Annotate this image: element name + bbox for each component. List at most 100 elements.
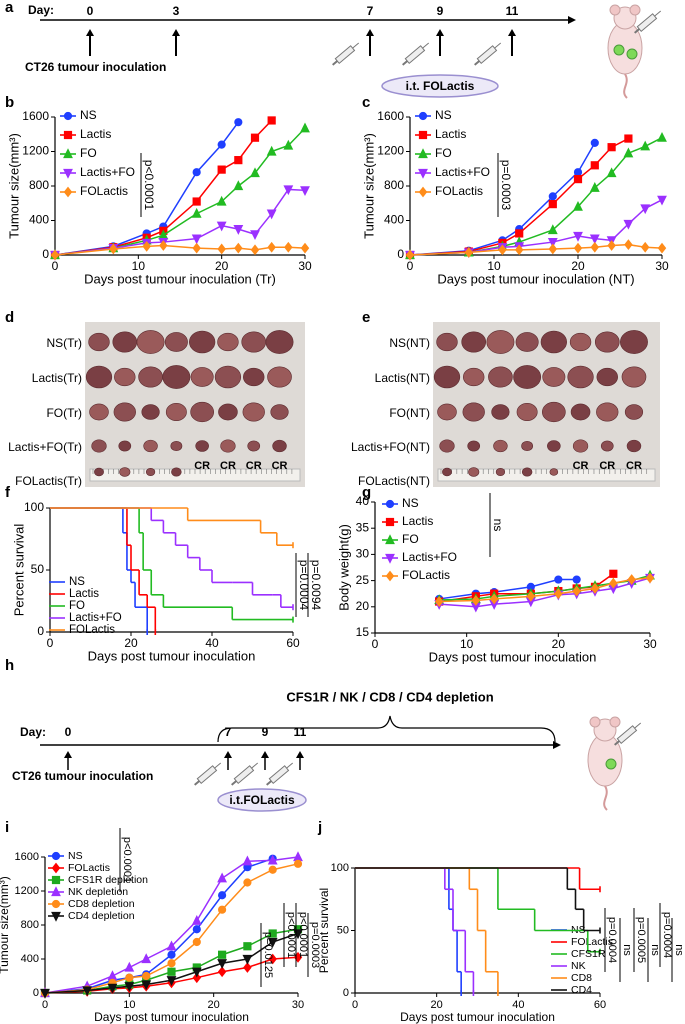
data-point	[657, 195, 667, 206]
x-tick-label: 20	[431, 999, 443, 1011]
tumour	[267, 366, 292, 388]
y-tick-label: 30	[356, 547, 370, 561]
tumour	[570, 403, 591, 421]
legend-marker	[418, 148, 428, 159]
legend-label: FOLactis	[80, 184, 128, 198]
x-axis-title: Days post tumour inoculation	[429, 649, 597, 664]
tumour	[572, 439, 589, 453]
legend-label: FOLactis	[435, 184, 483, 198]
data-point	[167, 950, 176, 959]
depletion-brace	[217, 715, 556, 743]
legend-label: Lactis	[402, 514, 433, 528]
data-point	[217, 140, 226, 149]
legend-label: CFS1R	[571, 948, 606, 960]
syringe-icon	[614, 722, 642, 746]
arrow-head	[64, 751, 72, 758]
tumour	[521, 467, 533, 477]
data-point	[589, 234, 600, 245]
x-tick-label: 10	[460, 637, 474, 651]
legend-label: FOLactis	[571, 936, 613, 948]
tumour	[547, 440, 561, 452]
data-point	[234, 118, 243, 127]
data-point	[607, 240, 616, 251]
tumour	[220, 439, 236, 453]
x-tick-label: 30	[292, 999, 304, 1011]
inoculation-label: CT26 tumour inoculation	[25, 60, 166, 74]
legend-label: CD8	[571, 972, 592, 984]
significance-label: p<0.0001	[285, 912, 297, 958]
x-tick-label: 40	[205, 636, 219, 650]
data-point	[471, 595, 481, 606]
y-tick-label: 1200	[15, 885, 39, 897]
syringe-barrel	[616, 725, 638, 745]
x-axis-title: Days post tumour inoculation	[400, 1010, 555, 1024]
data-point	[166, 976, 177, 986]
series-line	[409, 199, 663, 256]
mouse-ear	[609, 716, 621, 728]
series-line	[439, 577, 651, 608]
data-point	[464, 247, 474, 258]
inoculation-label: CT26 tumour inoculation	[12, 769, 153, 783]
data-point	[192, 168, 201, 177]
arrow-head	[568, 16, 576, 24]
data-point	[623, 147, 634, 158]
data-point	[548, 192, 557, 201]
x-tick-label: 20	[215, 259, 229, 273]
data-point	[547, 224, 558, 235]
data-point	[141, 980, 152, 991]
row-label: FOLactis(NT)	[358, 474, 430, 488]
syringe-needle	[214, 762, 222, 769]
row-label: NS(NT)	[389, 336, 430, 350]
arrow-head	[436, 29, 444, 36]
legend-label: NK depletion	[68, 886, 128, 898]
series-line	[409, 243, 663, 256]
row-label: Lactis+FO(NT)	[351, 440, 430, 454]
panel-label: c	[362, 94, 370, 111]
data-point	[268, 953, 277, 965]
tumour	[164, 332, 188, 352]
data-point	[218, 891, 227, 900]
significance-label: p=0.0004	[606, 917, 618, 963]
data-point	[300, 186, 310, 197]
data-point	[548, 200, 557, 209]
arrow-head	[261, 751, 269, 758]
panel-label: b	[5, 94, 14, 111]
day-label: Day:	[20, 725, 46, 739]
series-line	[44, 857, 273, 994]
data-point	[217, 966, 227, 978]
tumour	[463, 367, 485, 387]
data-point	[192, 197, 201, 206]
panel-label: j	[317, 819, 322, 836]
cr-label: CR	[246, 460, 262, 472]
data-point	[284, 241, 293, 253]
tumour	[214, 365, 242, 389]
legend-marker	[63, 148, 73, 159]
data-point	[640, 140, 651, 151]
significance-label: ns	[491, 519, 505, 532]
data-point	[283, 185, 294, 196]
cr-label: CR	[573, 460, 589, 472]
y-tick-label: 40	[356, 494, 370, 508]
data-point	[266, 209, 277, 220]
tumour	[540, 330, 567, 354]
data-point	[657, 242, 667, 254]
legend-label: Lactis+FO	[435, 165, 490, 179]
syringe-needle	[634, 722, 642, 729]
data-point	[192, 925, 201, 934]
data-point	[142, 971, 151, 981]
y-axis-title: Tumour size(mm³)	[6, 133, 21, 239]
legend-marker	[63, 111, 73, 121]
mouse-ear	[629, 4, 641, 16]
legend-label: Lactis	[435, 127, 466, 141]
data-point	[124, 961, 135, 972]
tumour	[89, 403, 109, 421]
tumour	[189, 330, 216, 354]
legend-label: FOLactis	[69, 624, 115, 636]
syringe-plunger	[402, 60, 408, 66]
data-point	[554, 588, 563, 600]
day-number: 0	[65, 725, 72, 739]
data-point	[589, 182, 600, 192]
x-tick-label: 10	[487, 259, 501, 273]
data-point	[268, 865, 277, 874]
